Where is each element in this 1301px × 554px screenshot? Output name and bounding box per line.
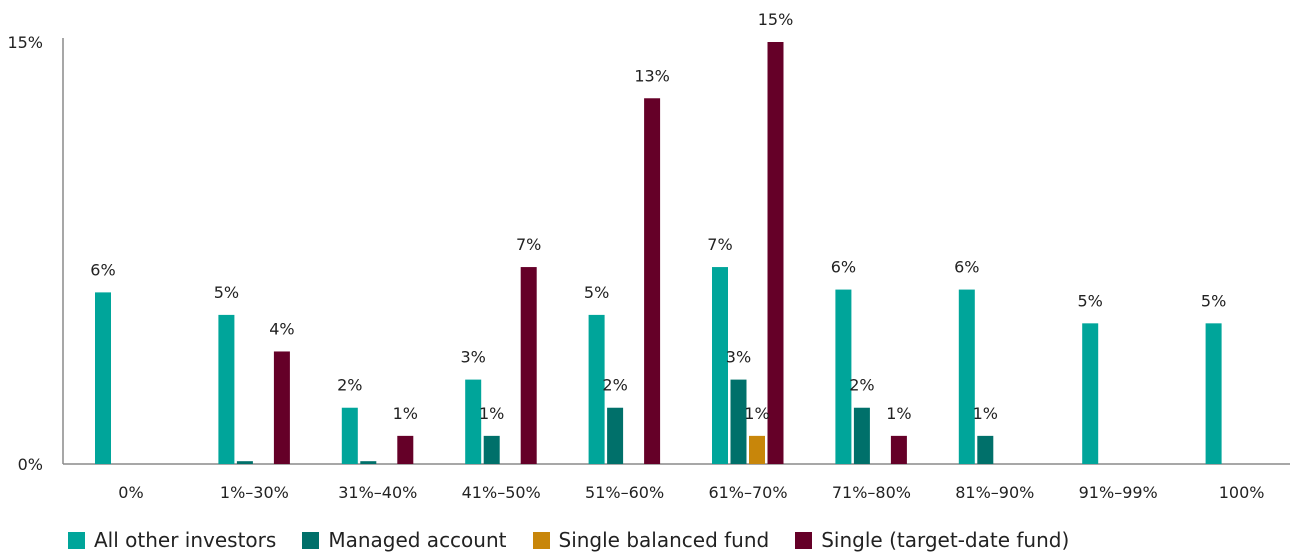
bar bbox=[341, 407, 358, 464]
bar bbox=[835, 289, 852, 464]
legend-swatch bbox=[302, 531, 320, 549]
bar bbox=[465, 379, 482, 464]
data-label: 5% bbox=[214, 283, 239, 302]
legend-swatch bbox=[795, 531, 813, 549]
x-tick-label: 0% bbox=[118, 483, 143, 502]
legend-label: Single balanced fund bbox=[558, 528, 770, 552]
x-tick-label: 91%–99% bbox=[1079, 483, 1158, 502]
bar bbox=[749, 435, 765, 464]
bar bbox=[607, 407, 624, 464]
x-tick-label: 81%–90% bbox=[955, 483, 1034, 502]
data-labels: 6% 5% 4% 2% 1% 3% 1% 7% 5% 2% 13% 7% 3% 1% 15% 6% 2% 1% 6%… bbox=[90, 10, 1226, 423]
data-label: 2% bbox=[849, 376, 874, 395]
bar bbox=[977, 435, 994, 464]
legend-swatch bbox=[68, 531, 85, 549]
bar bbox=[890, 435, 907, 464]
bar bbox=[712, 267, 728, 464]
axes bbox=[62, 38, 1290, 465]
data-label: 13% bbox=[634, 66, 670, 85]
data-label: 1% bbox=[744, 404, 769, 423]
x-tick-label: 1%–30% bbox=[220, 483, 289, 502]
data-label: 3% bbox=[726, 348, 751, 367]
bar bbox=[1205, 323, 1222, 464]
data-label: 7% bbox=[707, 235, 732, 254]
bar bbox=[588, 314, 605, 464]
bar bbox=[360, 461, 377, 464]
bar bbox=[1082, 323, 1099, 464]
x-tick-label: 31%–40% bbox=[338, 483, 417, 502]
bar bbox=[397, 435, 414, 464]
data-label: 5% bbox=[1201, 291, 1226, 310]
bar bbox=[236, 461, 253, 464]
y-tick-label: 0% bbox=[18, 455, 43, 474]
legend-label: Managed account bbox=[328, 528, 507, 552]
bar bbox=[218, 314, 235, 464]
data-label: 5% bbox=[1078, 291, 1103, 310]
data-label: 1% bbox=[973, 404, 998, 423]
bar bbox=[958, 289, 975, 464]
data-label: 1% bbox=[393, 404, 418, 423]
y-tick-label: 15% bbox=[7, 33, 43, 52]
legend-label: All other investors bbox=[94, 528, 277, 552]
data-label: 15% bbox=[758, 10, 794, 29]
data-label: 1% bbox=[479, 404, 504, 423]
bar bbox=[853, 407, 870, 464]
data-label: 3% bbox=[461, 348, 486, 367]
legend-item: Single balanced fund bbox=[532, 528, 770, 552]
legend-item: All other investors bbox=[68, 528, 276, 552]
bar-chart: 6% 5% 4% 2% 1% 3% 1% 7% 5% 2% 13% 7% 3% 1% 15% 6% 2% 1% 6%… bbox=[7, 10, 1290, 502]
legend-label: Single (target-date fund) bbox=[821, 528, 1070, 552]
bar bbox=[767, 42, 784, 464]
data-label: 1% bbox=[886, 404, 911, 423]
bars bbox=[95, 42, 1222, 465]
bar bbox=[95, 292, 111, 464]
x-tick-label: 61%–70% bbox=[708, 483, 787, 502]
legend-item: Single (target-date fund) bbox=[795, 528, 1069, 552]
data-label: 4% bbox=[269, 319, 294, 338]
bar bbox=[520, 267, 537, 464]
data-label: 5% bbox=[584, 283, 609, 302]
y-tick-labels: 0% 15% bbox=[7, 33, 43, 474]
data-label: 6% bbox=[954, 258, 979, 277]
legend: All other investors Managed account Single… bbox=[68, 528, 1095, 552]
x-tick-label: 41%–50% bbox=[462, 483, 541, 502]
x-tick-label: 100% bbox=[1219, 483, 1265, 502]
data-label: 2% bbox=[602, 376, 627, 395]
legend-item: Managed account bbox=[302, 528, 507, 552]
data-label: 2% bbox=[337, 376, 362, 395]
data-label: 7% bbox=[516, 235, 541, 254]
bar bbox=[273, 351, 290, 464]
x-tick-labels: 0% 1%–30% 31%–40% 41%–50% 51%–60% 61%–70% 71%–… bbox=[118, 483, 1264, 502]
data-label: 6% bbox=[831, 258, 856, 277]
bar bbox=[644, 98, 661, 465]
bar bbox=[730, 379, 747, 464]
bar bbox=[483, 435, 500, 464]
legend-swatch bbox=[532, 531, 550, 549]
data-label: 6% bbox=[90, 260, 115, 279]
x-tick-label: 51%–60% bbox=[585, 483, 664, 502]
x-tick-label: 71%–80% bbox=[832, 483, 911, 502]
